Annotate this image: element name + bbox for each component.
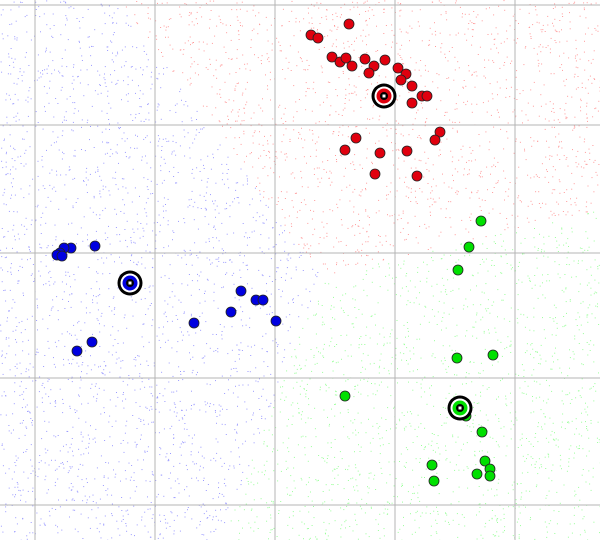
point-cluster-0-9 [363,67,375,79]
point-cluster-0-11 [392,62,404,74]
point-cluster-0-20 [350,132,362,144]
point-cluster-1-13 [71,345,83,357]
point-cluster-0-17 [406,97,418,109]
point-cluster-0-23 [401,145,413,157]
point-cluster-0-16 [421,90,433,102]
centroid-0 [371,83,397,109]
point-cluster-2-9 [479,455,491,467]
centroid-2 [447,395,473,421]
point-cluster-1-8 [257,294,269,306]
point-cluster-0-3 [326,51,338,63]
point-cluster-0-21 [339,144,351,156]
point-cluster-0-24 [369,168,381,180]
point-cluster-0-6 [346,60,358,72]
point-cluster-0-19 [429,134,441,146]
point-cluster-1-9 [225,306,237,318]
point-cluster-0-0 [343,18,355,30]
point-cluster-1-12 [86,336,98,348]
point-cluster-0-18 [434,126,446,138]
point-cluster-0-13 [395,74,407,86]
point-cluster-2-5 [339,390,351,402]
point-cluster-0-22 [374,147,386,159]
point-cluster-0-7 [359,53,371,65]
data-points [51,18,499,487]
point-cluster-0-14 [406,80,418,92]
point-cluster-0-2 [312,32,324,44]
point-cluster-2-11 [471,468,483,480]
point-cluster-2-0 [475,215,487,227]
point-cluster-1-6 [235,285,247,297]
point-cluster-0-25 [411,170,423,182]
point-cluster-1-5 [56,250,68,262]
centroid-1 [117,270,143,296]
point-cluster-0-10 [379,54,391,66]
point-cluster-2-8 [426,459,438,471]
point-cluster-2-12 [484,470,496,482]
point-cluster-2-1 [463,241,475,253]
point-cluster-1-11 [188,317,200,329]
point-cluster-2-7 [476,426,488,438]
point-cluster-1-0 [89,240,101,252]
point-cluster-1-10 [270,315,282,327]
centroids [117,83,473,421]
point-cluster-2-13 [428,475,440,487]
point-cluster-0-5 [340,52,352,64]
point-cluster-2-2 [452,264,464,276]
point-cluster-2-4 [451,352,463,364]
point-cluster-2-3 [487,349,499,361]
